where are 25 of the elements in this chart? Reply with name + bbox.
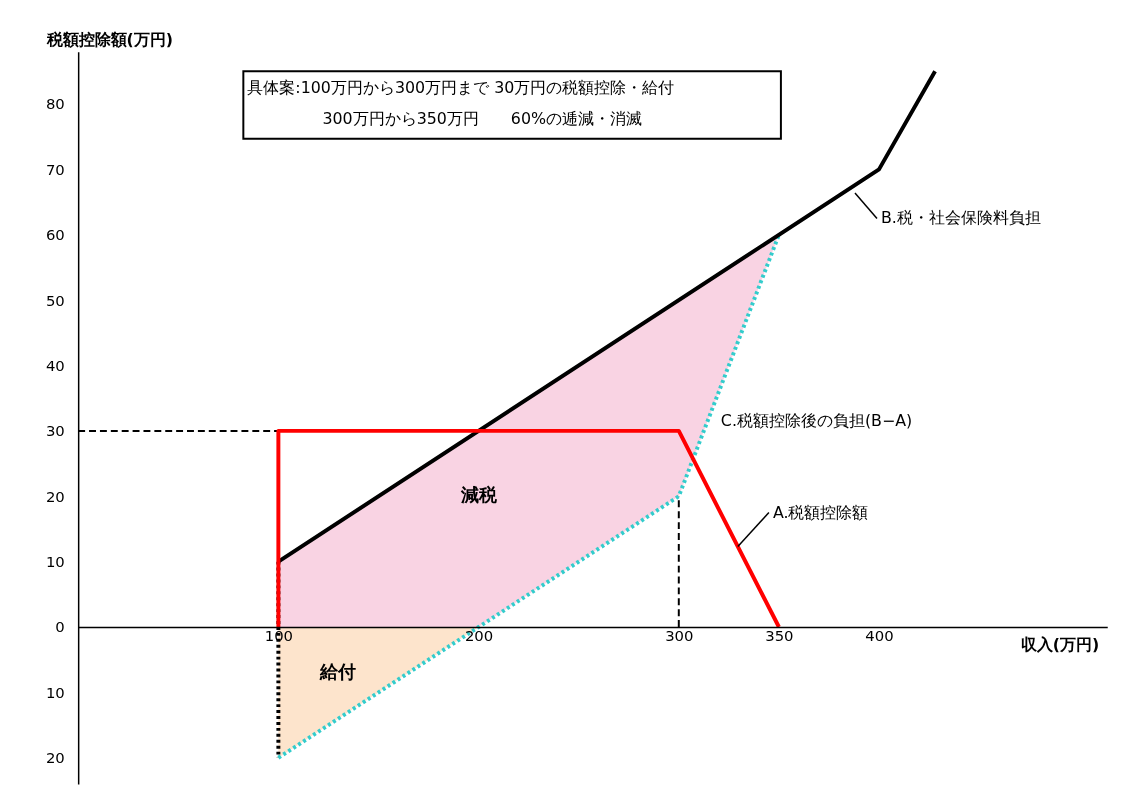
x-tick-label: 400 bbox=[865, 627, 894, 645]
annotation: 300万円から350万円 60%の逓減・消滅 bbox=[322, 108, 643, 128]
y-tick-label: 60 bbox=[45, 226, 65, 244]
annotation: 給付 bbox=[319, 660, 357, 682]
y-tick-label: 50 bbox=[45, 291, 65, 309]
y-tick-label: 30 bbox=[45, 422, 65, 440]
annotation: 具体案:100万円から300万円まで 30万円の税額控除・給付 bbox=[247, 77, 675, 97]
y-tick-label: 20 bbox=[45, 749, 65, 767]
x-tick-label: 300 bbox=[665, 627, 694, 645]
annotation: 減税 bbox=[459, 484, 498, 506]
y-tick-label: 80 bbox=[45, 95, 65, 113]
y-axis-title: 税額控除額(万円) bbox=[45, 29, 173, 49]
x-axis-title: 収入(万円) bbox=[1020, 634, 1100, 654]
text: B.税・社会保険料負担 bbox=[881, 208, 1041, 228]
x-tick-label: 100 bbox=[264, 627, 294, 645]
y-tick-label: 70 bbox=[45, 160, 65, 178]
y-tick-label: 20 bbox=[45, 487, 65, 505]
text: A.税額控除額 bbox=[772, 502, 869, 522]
x-tick-label: 200 bbox=[464, 627, 494, 645]
y-tick-label: 0 bbox=[55, 618, 65, 636]
y-tick-label: 10 bbox=[45, 683, 65, 701]
y-tick-label: 10 bbox=[45, 553, 65, 571]
x-tick-label: 350 bbox=[765, 627, 794, 645]
y-tick-label: 40 bbox=[45, 356, 65, 374]
series-label: C.税額控除後の負担(B−A) bbox=[720, 411, 913, 431]
